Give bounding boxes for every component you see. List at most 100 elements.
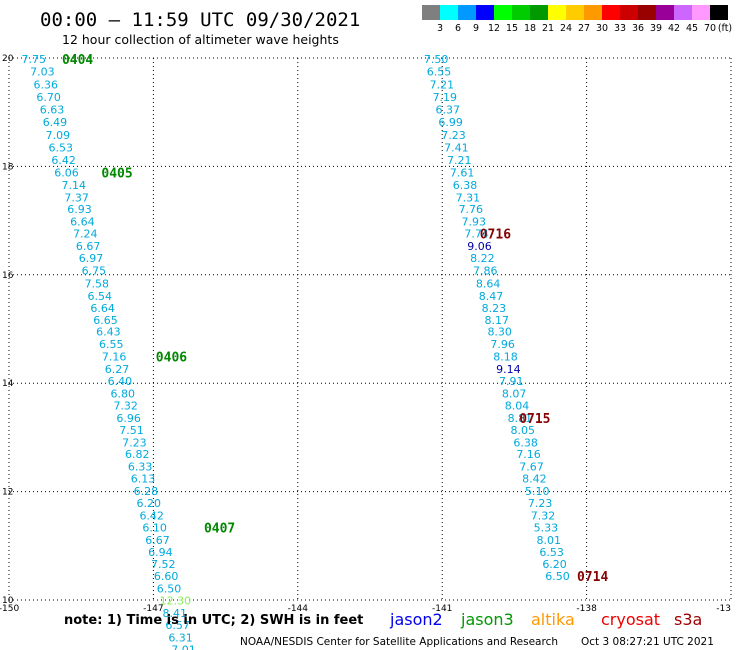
wave-height-point: 7.01	[171, 643, 196, 650]
satellite-legend: jason2 jason3 altika cryosat s3a	[389, 610, 702, 629]
wave-height-point: 7.19	[433, 91, 458, 104]
colorbar-swatch	[674, 5, 692, 20]
satellite-name: cryosat	[601, 610, 660, 629]
wave-height-point: 7.37	[64, 191, 89, 204]
colorbar-swatch	[566, 5, 584, 20]
wave-height-point: 7.24	[73, 228, 98, 241]
wave-height-point: 6.42	[139, 509, 164, 522]
colorbar-swatch	[710, 5, 728, 20]
wave-height-point: 7.23	[528, 497, 553, 510]
wave-height-point: 8.18	[493, 351, 517, 364]
credit-line: NOAA/NESDIS Center for Satellite Applica…	[240, 636, 558, 648]
wave-height-point: 7.41	[444, 141, 469, 154]
wave-height-point: 7.32	[113, 399, 138, 412]
wave-height-point: 8.05	[511, 424, 535, 437]
wave-height-point: 6.38	[513, 436, 538, 449]
x-tick-label: -138	[576, 604, 597, 614]
wave-height-point: 8.47	[479, 290, 504, 303]
wave-height-point: 6.53	[48, 141, 72, 154]
wave-height-point: 6.31	[168, 631, 193, 644]
x-tick-label: -147	[143, 604, 163, 614]
colorbar-swatch	[638, 5, 656, 20]
wave-height-point: 8.01	[537, 534, 562, 547]
chart-subtitle: 12 hour collection of altimeter wave hei…	[62, 32, 339, 47]
wave-height-point: 6.28	[134, 485, 159, 498]
colorbar-label: 42	[668, 23, 680, 34]
colorbar-unit: (ft)	[718, 23, 732, 34]
footer-note: note: 1) Time is in UTC; 2) SWH is in fe…	[64, 613, 363, 628]
time-label: 0406	[156, 351, 187, 366]
chart-title: 00:00 – 11:59 UTC 09/30/2021	[40, 9, 360, 31]
wave-height-point: 6.20	[542, 558, 567, 571]
x-tick-label: -13	[716, 604, 731, 614]
wave-height-point: 7.93	[461, 216, 486, 229]
colorbar-swatch	[620, 5, 638, 20]
wave-height-point: 6.37	[435, 103, 460, 116]
colorbar-label: 27	[578, 23, 590, 34]
wave-height-point: 7.50	[424, 53, 449, 66]
wave-height-point: 6.54	[87, 290, 112, 303]
wave-height-point: 8.42	[522, 473, 547, 486]
wave-height-point: 6.43	[96, 326, 121, 339]
satellite-name: jason3	[460, 610, 514, 629]
y-tick-label: 20	[2, 54, 14, 64]
time-label: 0715	[519, 412, 550, 427]
time-label: 0404	[62, 53, 93, 68]
wave-height-point: 8.17	[485, 314, 510, 327]
wave-height-point: 6.50	[157, 583, 182, 596]
colorbar-swatch	[530, 5, 548, 20]
time-labels: 0404 0405 0406 0407 0716 0715 0714	[62, 53, 609, 585]
wave-height-point: 7.61	[450, 166, 475, 179]
wave-height-point: 7.67	[519, 461, 544, 474]
colorbar-label: 36	[632, 23, 644, 34]
wave-height-point: 7.03	[30, 66, 54, 79]
y-tick-label: 10	[2, 596, 14, 606]
wave-height-point: 6.53	[539, 546, 564, 559]
wave-height-point: 7.16	[102, 351, 127, 364]
plot-grid	[8, 57, 732, 601]
wave-height-point: 6.82	[125, 448, 150, 461]
wave-height-point: 6.36	[34, 79, 59, 92]
wave-height-point: 8.04	[505, 399, 529, 412]
colorbar-label: 24	[560, 23, 572, 34]
wave-height-point: 6.55	[99, 338, 124, 351]
colorbar-swatch	[602, 5, 620, 20]
wave-height-point: 6.63	[40, 103, 64, 116]
colorbar-swatch	[512, 5, 530, 20]
wave-height-point: 8.23	[482, 302, 507, 315]
wave-height-point: 6.64	[90, 302, 115, 315]
wave-height-point: 6.38	[453, 179, 478, 192]
colorbar-swatch	[422, 5, 440, 20]
wave-height-points: 7.757.036.366.706.636.497.096.536.426.06…	[22, 53, 570, 650]
wave-height-point: 6.70	[36, 91, 61, 104]
colorbar-label: 33	[614, 23, 626, 34]
colorbar-swatch	[440, 5, 458, 20]
wave-height-point: 6.13	[131, 473, 156, 486]
colorbar-label: 45	[686, 23, 698, 34]
colorbar-swatch	[548, 5, 566, 20]
y-tick-label: 14	[2, 379, 14, 389]
colorbar-swatch	[476, 5, 494, 20]
y-tick-label: 12	[2, 488, 13, 498]
wave-height-point: 6.57	[165, 619, 190, 632]
wave-height-point: 7.09	[46, 129, 70, 142]
wave-height-point: 7.86	[473, 264, 498, 277]
colorbar-label: 3	[437, 23, 443, 34]
wave-height-point: 6.60	[154, 570, 179, 583]
wave-height-point: 6.97	[79, 252, 104, 265]
wave-height-point: 6.67	[76, 240, 101, 253]
wave-height-point: 6.55	[427, 66, 452, 79]
wave-height-point: 6.75	[82, 264, 107, 277]
wave-height-point: 8.30	[487, 326, 512, 339]
time-label: 0405	[101, 166, 132, 181]
satellite-name: altika	[531, 610, 575, 629]
wave-height-point: 6.42	[51, 154, 75, 167]
wave-height-point: 6.93	[67, 203, 92, 216]
wave-height-point: 6.20	[137, 497, 162, 510]
wave-height-point: 6.65	[93, 314, 118, 327]
wave-height-point: 6.49	[43, 116, 67, 129]
y-tick-label: 18	[2, 162, 14, 172]
wave-height-point: 6.50	[545, 570, 570, 583]
wave-height-point: 7.76	[459, 203, 484, 216]
colorbar-label: 9	[473, 23, 479, 34]
